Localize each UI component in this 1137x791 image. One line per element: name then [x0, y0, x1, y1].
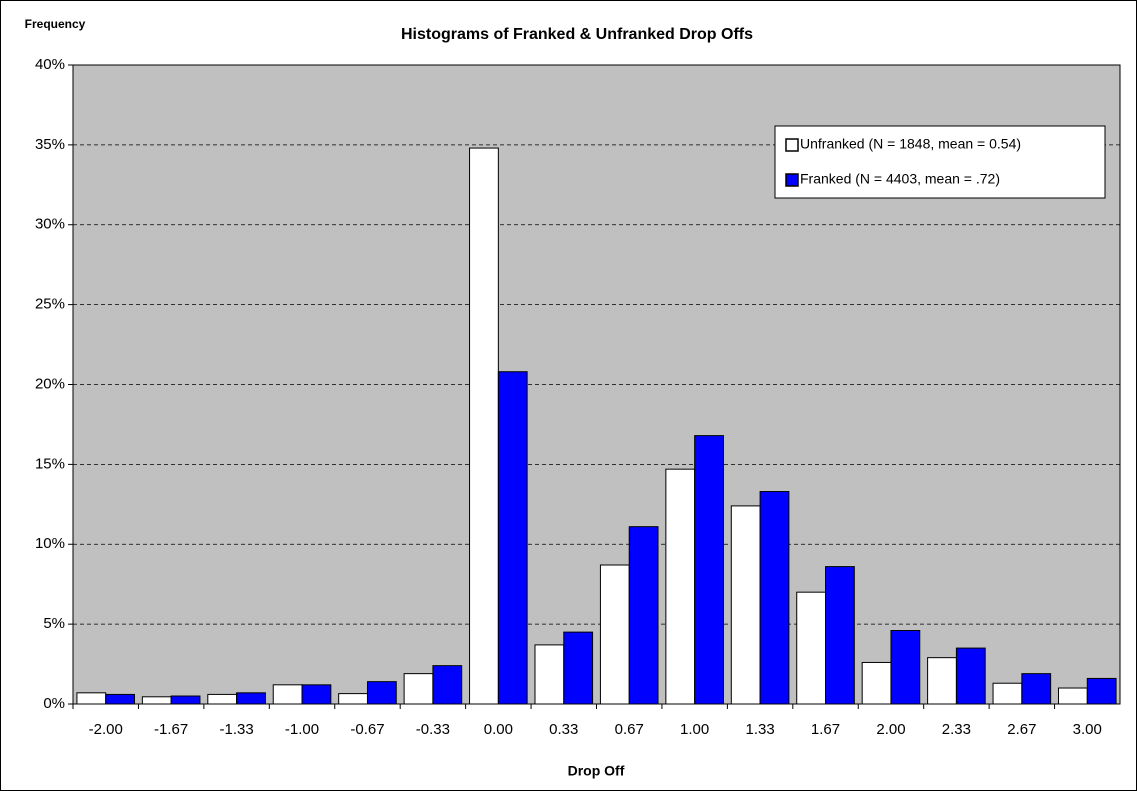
x-tick-label: -0.33	[416, 721, 450, 738]
bar	[534, 644, 565, 705]
bar	[1057, 687, 1088, 705]
x-tick-label: 2.67	[1007, 721, 1036, 738]
y-tick-label: 5%	[43, 615, 65, 632]
x-axis-label: Drop Off	[568, 763, 625, 779]
x-tick-label: -2.00	[89, 721, 123, 738]
bar	[599, 564, 630, 705]
y-tick-label: 10%	[35, 535, 65, 552]
x-tick-label: 1.67	[811, 721, 840, 738]
bar	[1086, 677, 1117, 705]
bar	[665, 468, 696, 705]
bar	[272, 684, 303, 705]
x-tick-label: 0.67	[615, 721, 644, 738]
bar	[1021, 673, 1052, 705]
bar	[890, 630, 921, 705]
x-tick-label: -1.33	[219, 721, 253, 738]
x-tick-label: 2.00	[876, 721, 905, 738]
x-tick-label: 0.00	[484, 721, 513, 738]
legend-box	[774, 125, 1106, 199]
bar	[301, 684, 332, 705]
y-tick-label: 0%	[43, 695, 65, 712]
y-tick-label: 15%	[35, 455, 65, 472]
bar	[366, 681, 397, 705]
x-tick-label: 2.33	[942, 721, 971, 738]
x-tick-label: 3.00	[1073, 721, 1102, 738]
bar	[432, 665, 463, 705]
bar	[469, 147, 499, 705]
x-tick-label: -1.00	[285, 721, 319, 738]
bar	[955, 647, 986, 705]
chart-title: Histograms of Franked & Unfranked Drop O…	[401, 26, 753, 43]
bar	[861, 661, 892, 705]
bar	[563, 631, 594, 705]
x-tick-label: 0.33	[549, 721, 578, 738]
y-tick-label: 20%	[35, 375, 65, 392]
x-tick-label: 1.33	[745, 721, 774, 738]
y-tick-label: 25%	[35, 296, 65, 313]
y-tick-label: 30%	[35, 216, 65, 233]
bar	[76, 692, 107, 705]
bar	[796, 591, 827, 705]
bar	[338, 693, 368, 705]
bar	[927, 657, 957, 705]
bar	[141, 696, 172, 705]
bar	[403, 673, 434, 705]
bar	[825, 566, 855, 705]
bar	[170, 695, 201, 705]
legend-label: Unfranked (N = 1848, mean = 0.54)	[800, 136, 1021, 152]
bar	[694, 435, 724, 705]
bar	[236, 692, 266, 705]
y-axis-label: Frequency	[25, 17, 86, 31]
legend-swatch	[785, 173, 799, 187]
bar	[497, 371, 528, 705]
bar	[730, 505, 761, 705]
y-tick-label: 40%	[35, 56, 65, 73]
bar	[628, 526, 659, 705]
x-tick-label: 1.00	[680, 721, 709, 738]
legend-swatch	[785, 138, 799, 152]
bar	[105, 693, 136, 705]
x-tick-label: -0.67	[350, 721, 384, 738]
x-tick-label: -1.67	[154, 721, 188, 738]
y-tick-label: 35%	[35, 136, 65, 153]
legend-label: Franked (N = 4403, mean = .72)	[800, 171, 1000, 187]
bar	[992, 682, 1023, 705]
bar	[207, 693, 238, 705]
bar	[759, 491, 790, 705]
